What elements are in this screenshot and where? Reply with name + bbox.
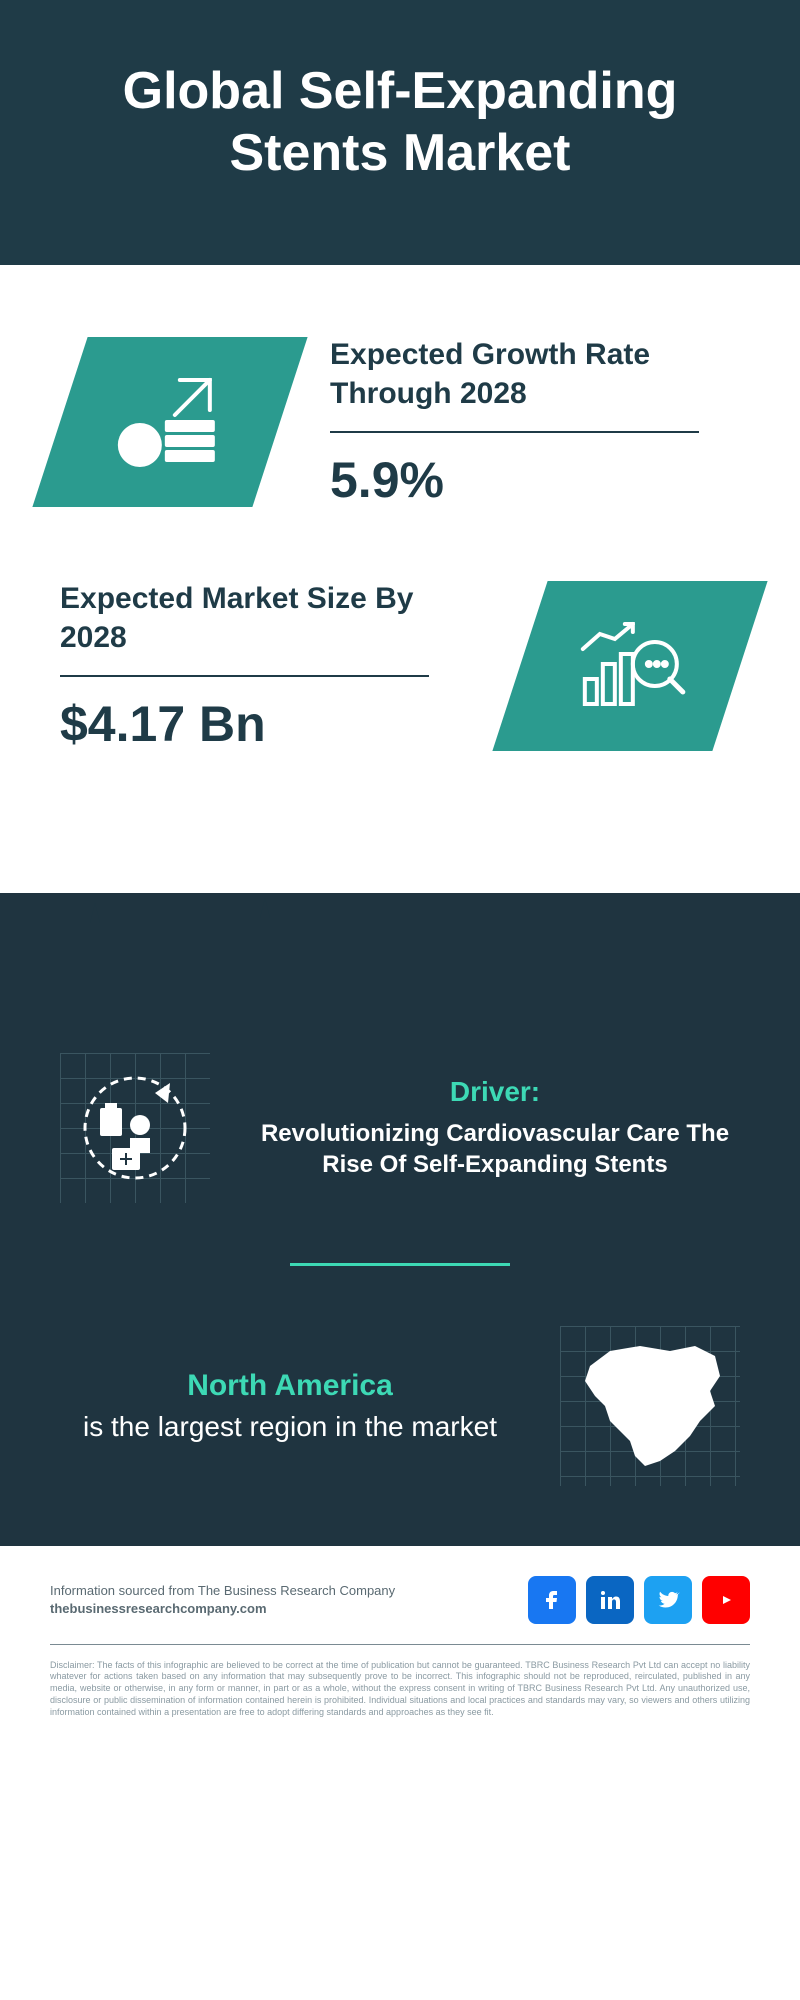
driver-section: Driver: Revolutionizing Cardiovascular C… <box>0 1013 800 1546</box>
north-america-map-icon <box>560 1326 740 1486</box>
growth-stat-row: $ Expected Growth Rate Through 2028 5.9% <box>60 335 740 509</box>
source-line2: thebusinessresearchcompany.com <box>50 1600 395 1618</box>
driver-text-block: Driver: Revolutionizing Cardiovascular C… <box>250 1076 740 1180</box>
growth-value: 5.9% <box>330 451 740 509</box>
region-name: North America <box>60 1365 520 1407</box>
region-text-block: North America is the largest region in t… <box>60 1365 520 1446</box>
growth-icon-box: $ <box>32 337 307 507</box>
source-line1: Information sourced from The Business Re… <box>50 1582 395 1600</box>
market-value: $4.17 Bn <box>60 695 470 753</box>
disclaimer-text: Disclaimer: The facts of this infographi… <box>50 1660 750 1718</box>
driver-label: Driver: <box>250 1076 740 1108</box>
twitter-icon[interactable] <box>644 1576 692 1624</box>
market-icon-box <box>492 581 767 751</box>
footer-top-row: Information sourced from The Business Re… <box>50 1576 750 1645</box>
growth-label: Expected Growth Rate Through 2028 <box>330 335 740 413</box>
svg-text:$: $ <box>133 430 148 460</box>
youtube-icon[interactable] <box>702 1576 750 1624</box>
growth-stat-text: Expected Growth Rate Through 2028 5.9% <box>330 335 740 509</box>
chart-search-icon <box>565 608 695 723</box>
market-label: Expected Market Size By 2028 <box>60 579 470 657</box>
page-title: Global Self-Expanding Stents Market <box>40 60 760 185</box>
facebook-icon[interactable] <box>528 1576 576 1624</box>
source-text: Information sourced from The Business Re… <box>50 1582 395 1618</box>
region-row: North America is the largest region in t… <box>60 1326 740 1486</box>
footer: Information sourced from The Business Re… <box>0 1546 800 1748</box>
header-banner: Global Self-Expanding Stents Market <box>0 0 800 265</box>
divider <box>330 431 699 433</box>
linkedin-icon[interactable] <box>586 1576 634 1624</box>
market-stat-row: Expected Market Size By 2028 $4.17 Bn <box>60 579 740 753</box>
region-description: is the largest region in the market <box>60 1407 520 1446</box>
divider <box>60 675 429 677</box>
stats-section: $ Expected Growth Rate Through 2028 5.9% <box>0 265 800 893</box>
marketing-icon <box>60 1053 210 1203</box>
money-growth-icon: $ <box>105 364 235 479</box>
social-icons-row <box>528 1576 750 1624</box>
driver-icon-box <box>60 1053 210 1203</box>
driver-row: Driver: Revolutionizing Cardiovascular C… <box>60 1053 740 1203</box>
market-stat-text: Expected Market Size By 2028 $4.17 Bn <box>60 579 470 753</box>
skyline-silhouette <box>0 893 800 1013</box>
map-icon-box <box>560 1326 740 1486</box>
section-divider <box>290 1263 510 1266</box>
driver-description: Revolutionizing Cardiovascular Care The … <box>250 1118 740 1180</box>
